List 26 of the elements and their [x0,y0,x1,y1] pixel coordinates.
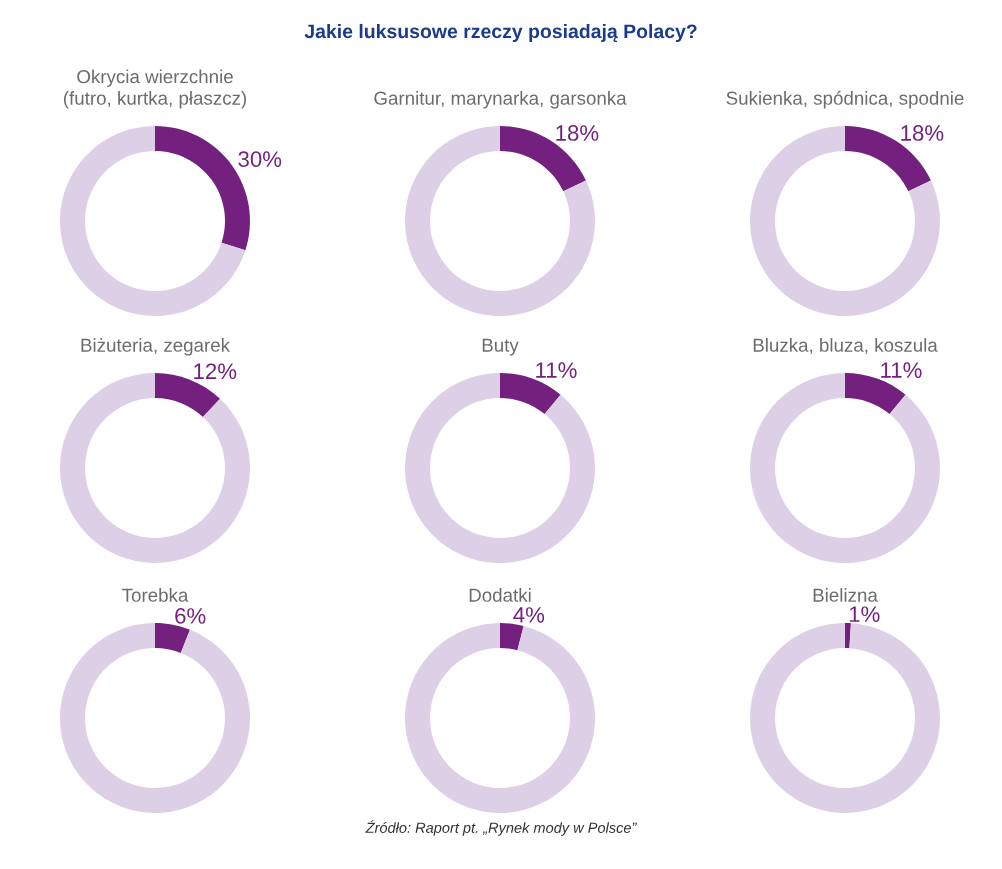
donut-slice [60,623,250,813]
data-label: 18% [901,125,944,141]
chart-title: Sukienka, spódnica, spodnie [726,90,964,109]
text: Źródło: Raport pt. „Rynek mody w Polsce” [365,820,637,836]
data-label: 18% [556,125,599,141]
chart-title: Torebka [122,588,189,602]
donut-slice [155,623,190,653]
data-label: 12% [194,363,237,380]
data-label: 6% [175,608,206,624]
chart-title: Dodatki [469,588,531,602]
chart-title: Bluzka, bluza, koszula [753,338,938,355]
donut-slice [750,623,940,813]
data-label: 4% [513,607,545,623]
text: Jakie luksusowe rzeczy posiadają Polacy? [304,23,697,43]
data-label: 11% [881,362,922,378]
data-label: 11% [536,362,577,378]
chart-title: Garnitur, marynarka, garsonka [374,91,627,109]
chart-title: Biżuteria, zegarek [81,338,231,356]
data-label: 1% [849,606,880,622]
chart-title: Buty [482,338,519,356]
data-label: 30% [238,151,282,168]
chart-title: Bielizna [813,588,878,602]
donut-slice [405,623,595,813]
donut-slice [845,623,851,649]
donut-slice [500,623,524,651]
chart-title: Okrycia wierzchnie (futro, kurtka, płaszcz) [63,69,247,109]
